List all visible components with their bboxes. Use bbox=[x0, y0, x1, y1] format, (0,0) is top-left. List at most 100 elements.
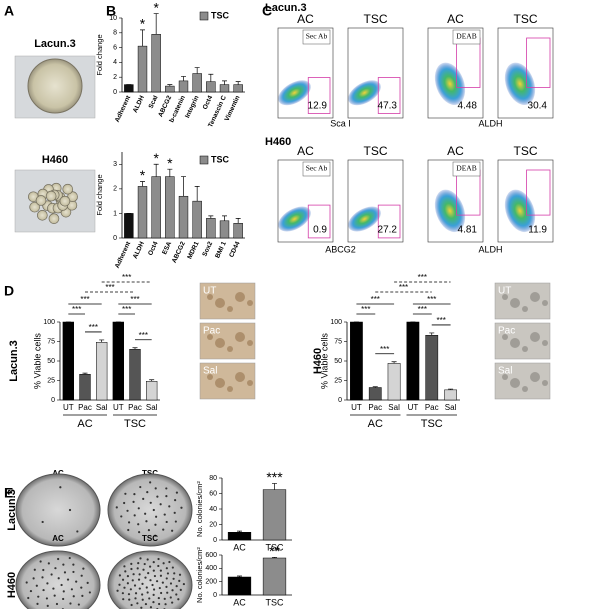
x-tick-label: UT bbox=[408, 403, 419, 412]
cell-line-label: H460 bbox=[6, 572, 18, 598]
plot-header: AC bbox=[447, 144, 464, 158]
colony bbox=[152, 593, 155, 596]
y-tick-label: 100 bbox=[330, 319, 342, 326]
colony bbox=[77, 603, 80, 606]
gate-value: 30.4 bbox=[528, 101, 548, 112]
colony bbox=[152, 561, 155, 564]
bar bbox=[165, 176, 175, 239]
colony bbox=[123, 501, 126, 505]
y-tick-label: 40 bbox=[209, 506, 217, 513]
x-axis-label: ALDH bbox=[478, 118, 502, 128]
cell-cluster bbox=[215, 378, 225, 388]
colony bbox=[29, 589, 33, 593]
colony bbox=[171, 566, 174, 569]
significance: *** bbox=[130, 295, 139, 304]
cell-cluster bbox=[235, 372, 245, 382]
event-cloud bbox=[504, 62, 536, 106]
x-tick-label: Pac bbox=[128, 403, 142, 412]
cell-cluster bbox=[247, 300, 253, 306]
colony bbox=[146, 558, 149, 561]
y-tick-label: 75 bbox=[334, 338, 342, 345]
gate bbox=[526, 169, 551, 216]
y-tick-label: 20 bbox=[209, 521, 217, 528]
colony bbox=[63, 571, 67, 574]
bar bbox=[444, 389, 457, 401]
error-bar bbox=[272, 483, 277, 490]
y-tick-label: 80 bbox=[209, 475, 217, 482]
colony bbox=[155, 515, 158, 518]
bar bbox=[124, 213, 134, 239]
colony bbox=[144, 576, 147, 579]
cell-line-label: Lacun.3 bbox=[265, 2, 307, 14]
colony bbox=[152, 588, 156, 591]
y-tick-label: 400 bbox=[205, 565, 217, 572]
event-cloud bbox=[504, 189, 536, 233]
colony bbox=[39, 560, 42, 563]
bar bbox=[227, 532, 252, 541]
x-tick-label: Sal bbox=[146, 403, 158, 412]
error-bar bbox=[429, 332, 435, 336]
significance: *** bbox=[80, 295, 89, 304]
error-bar bbox=[208, 73, 214, 82]
y-tick-label: 0 bbox=[51, 397, 55, 404]
colony bbox=[59, 486, 62, 489]
colony bbox=[171, 529, 174, 532]
bar bbox=[124, 84, 134, 93]
gate-label: Sec Ab bbox=[306, 32, 328, 41]
colony bbox=[158, 586, 161, 590]
gate-value: 11.9 bbox=[528, 225, 547, 236]
error-bar bbox=[140, 181, 145, 187]
gate-value: 0.9 bbox=[313, 225, 327, 236]
error-bar bbox=[149, 379, 155, 382]
side-label: H460 bbox=[312, 348, 324, 374]
colony bbox=[143, 562, 146, 566]
cell-cluster bbox=[510, 298, 520, 308]
colony bbox=[68, 556, 71, 560]
cell-cluster bbox=[207, 334, 213, 340]
colony bbox=[168, 505, 171, 508]
micrograph bbox=[199, 322, 256, 360]
gate bbox=[307, 204, 331, 239]
panel-letter: E bbox=[4, 485, 13, 501]
colony bbox=[174, 520, 177, 523]
colony bbox=[165, 567, 168, 570]
colony bbox=[138, 531, 141, 534]
colony bbox=[152, 569, 155, 572]
error-bar bbox=[222, 80, 227, 85]
gate-box bbox=[452, 161, 481, 177]
cell bbox=[35, 195, 47, 206]
colony bbox=[142, 568, 145, 571]
colony bbox=[46, 582, 49, 585]
error-bar bbox=[132, 347, 138, 350]
y-axis-label: No. colonies/cm² bbox=[195, 481, 204, 537]
colony bbox=[130, 567, 133, 571]
gate-value: 47.3 bbox=[378, 101, 398, 112]
bar bbox=[206, 218, 216, 239]
cell-cluster bbox=[530, 292, 540, 302]
colony bbox=[138, 573, 141, 576]
colony bbox=[169, 596, 172, 599]
colony bbox=[166, 591, 169, 594]
error-bar bbox=[194, 186, 200, 202]
colony bbox=[68, 508, 72, 512]
x-tick-label: AC bbox=[233, 597, 246, 607]
colony bbox=[42, 588, 45, 592]
colony bbox=[141, 582, 144, 585]
error-bar bbox=[272, 556, 277, 558]
y-tick-label: 0 bbox=[113, 89, 117, 96]
error-bar bbox=[391, 361, 397, 364]
colony bbox=[133, 514, 136, 517]
cell-cluster bbox=[235, 292, 245, 302]
bar bbox=[350, 321, 363, 401]
colony bbox=[126, 582, 129, 585]
colony bbox=[57, 557, 60, 561]
error-bar bbox=[235, 81, 241, 85]
image-label: Pac bbox=[203, 326, 220, 337]
x-axis-label: ALDH bbox=[478, 244, 502, 254]
colony bbox=[127, 528, 130, 532]
event-cloud bbox=[434, 189, 466, 233]
x-tick-label: UT bbox=[113, 403, 124, 412]
significance: * bbox=[153, 0, 159, 15]
colony bbox=[145, 586, 148, 589]
